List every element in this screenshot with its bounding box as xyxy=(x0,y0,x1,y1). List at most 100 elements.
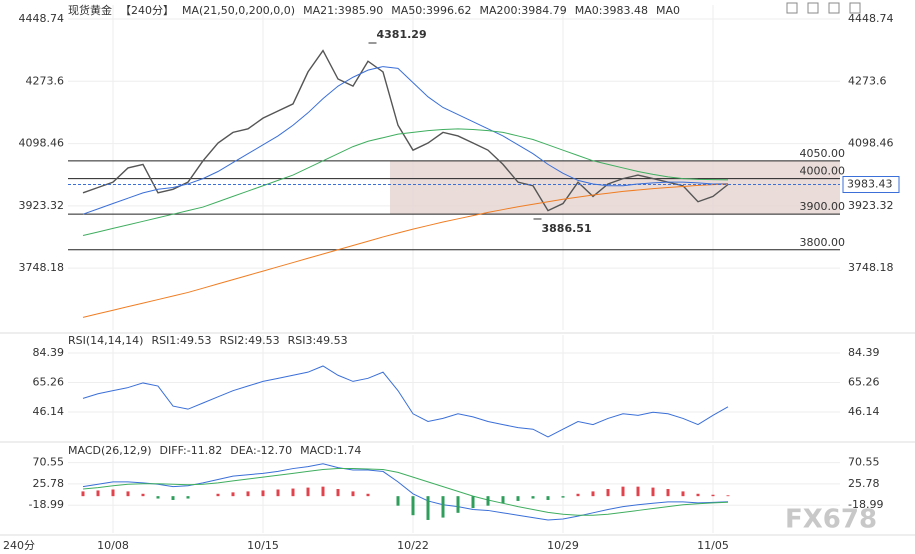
legend-entry: RSI2:49.53 xyxy=(220,334,280,347)
histogram-bar xyxy=(591,491,595,497)
legend-entry: RSI3:49.53 xyxy=(288,334,348,347)
histogram-bar xyxy=(186,496,190,499)
y-tick-label-right: 4098.46 xyxy=(848,137,894,150)
x-tick-label: 10/08 xyxy=(97,539,129,552)
y-tick-label-right: 3923.32 xyxy=(848,199,894,212)
y-tick-label: 25.78 xyxy=(33,477,65,490)
histogram-bar xyxy=(156,496,160,499)
line-series xyxy=(82,183,729,318)
histogram-bar xyxy=(366,493,370,497)
last-price-label: 3983.43 xyxy=(847,178,893,191)
histogram-bar xyxy=(726,495,730,497)
histogram-bar xyxy=(651,487,655,497)
legend-entry: MA0:3983.48 xyxy=(575,4,648,17)
histogram-bar xyxy=(486,496,490,506)
legend-entry: MACD(26,12,9) xyxy=(68,444,152,457)
histogram-bar xyxy=(666,489,670,497)
tool-icon[interactable] xyxy=(849,2,861,14)
histogram-bar xyxy=(621,486,625,497)
histogram-bar xyxy=(171,496,175,500)
y-tick-label: 4448.74 xyxy=(19,12,65,25)
y-tick-label-right: -18.99 xyxy=(848,498,883,511)
level-label: 4050.00 xyxy=(800,147,846,160)
histogram-bar xyxy=(216,493,220,497)
last-price-box xyxy=(842,176,900,194)
histogram-bar xyxy=(576,493,580,497)
histogram-bar xyxy=(561,496,565,498)
histogram-bar xyxy=(246,491,250,497)
histogram-bar xyxy=(81,491,85,497)
y-tick-label: 4273.6 xyxy=(26,74,65,87)
legend-entry: MA21:3985.90 xyxy=(303,4,383,17)
x-tick-label: 10/22 xyxy=(397,539,429,552)
histogram-bar xyxy=(321,486,325,497)
y-tick-label: 46.14 xyxy=(33,405,65,418)
histogram-bar xyxy=(126,491,130,497)
x-tick-label: 10/15 xyxy=(247,539,279,552)
tool-icon[interactable] xyxy=(807,2,819,14)
histogram-bar xyxy=(531,496,535,499)
histogram-bar xyxy=(336,489,340,497)
line-series xyxy=(82,128,729,237)
legend-entry: 【240分】 xyxy=(120,4,174,17)
y-tick-label: 3748.18 xyxy=(19,261,65,274)
histogram-bar xyxy=(96,490,100,497)
histogram-bar xyxy=(456,496,460,513)
histogram-bar xyxy=(681,491,685,497)
y-tick-label-right: 70.55 xyxy=(848,456,880,469)
histogram-bar xyxy=(471,496,475,509)
histogram-bar xyxy=(141,493,145,497)
histogram-bar xyxy=(351,491,355,497)
legend-entry: MA(21,50,0,200,0,0) xyxy=(182,4,295,17)
histogram-bar xyxy=(261,490,265,497)
y-tick-label-right: 84.39 xyxy=(848,346,880,359)
x-tick-label: 10/29 xyxy=(547,539,579,552)
range-zone xyxy=(390,160,840,215)
y-tick-label: 65.26 xyxy=(33,376,65,389)
annotation-label: 4381.29 xyxy=(377,28,427,41)
legend-entry: 现货黄金 xyxy=(68,3,112,17)
y-tick-label: 84.39 xyxy=(33,346,65,359)
histogram-bar xyxy=(426,496,430,520)
histogram-bar xyxy=(696,493,700,497)
annotation-label: 3886.51 xyxy=(542,222,592,235)
x-tick-label: 11/05 xyxy=(697,539,729,552)
histogram-bar xyxy=(711,494,715,497)
histogram-bar xyxy=(606,489,610,497)
y-tick-label-right: 25.78 xyxy=(848,477,880,490)
histogram-bar xyxy=(396,496,400,506)
toolbar xyxy=(786,2,861,14)
y-tick-label: -18.99 xyxy=(29,498,64,511)
y-tick-label-right: 46.14 xyxy=(848,405,880,418)
y-tick-label: 70.55 xyxy=(33,456,65,469)
tool-icon[interactable] xyxy=(786,2,798,14)
legend-entry: DEA:-12.70 xyxy=(230,444,292,457)
histogram-bar xyxy=(636,486,640,497)
histogram-bar xyxy=(411,496,415,516)
line-series xyxy=(82,365,729,438)
legend-entry: DIFF:-11.82 xyxy=(160,444,223,457)
line-series xyxy=(82,463,729,521)
histogram-bar xyxy=(276,489,280,497)
histogram-bar xyxy=(516,496,520,501)
tool-icon[interactable] xyxy=(828,2,840,14)
legend-entry: RSI1:49.53 xyxy=(151,334,211,347)
level-label: 3800.00 xyxy=(800,236,846,249)
legend-entry: MA200:3984.79 xyxy=(480,4,567,17)
y-tick-label-right: 4448.74 xyxy=(848,12,894,25)
line-series xyxy=(82,468,729,516)
histogram-bar xyxy=(291,488,295,497)
legend-entry: MA50:3996.62 xyxy=(391,4,471,17)
legend-entry: RSI(14,14,14) xyxy=(68,334,143,347)
y-tick-label-right: 3748.18 xyxy=(848,261,894,274)
y-tick-label-right: 4273.6 xyxy=(848,74,887,87)
line-series xyxy=(82,66,729,215)
histogram-bar xyxy=(231,492,235,497)
period-label: 240分 xyxy=(3,539,35,552)
histogram-bar xyxy=(441,496,445,518)
y-tick-label: 3923.32 xyxy=(19,199,65,212)
y-tick-label: 4098.46 xyxy=(19,137,65,150)
watermark: FX678 xyxy=(785,505,877,535)
histogram-bar xyxy=(501,496,505,504)
